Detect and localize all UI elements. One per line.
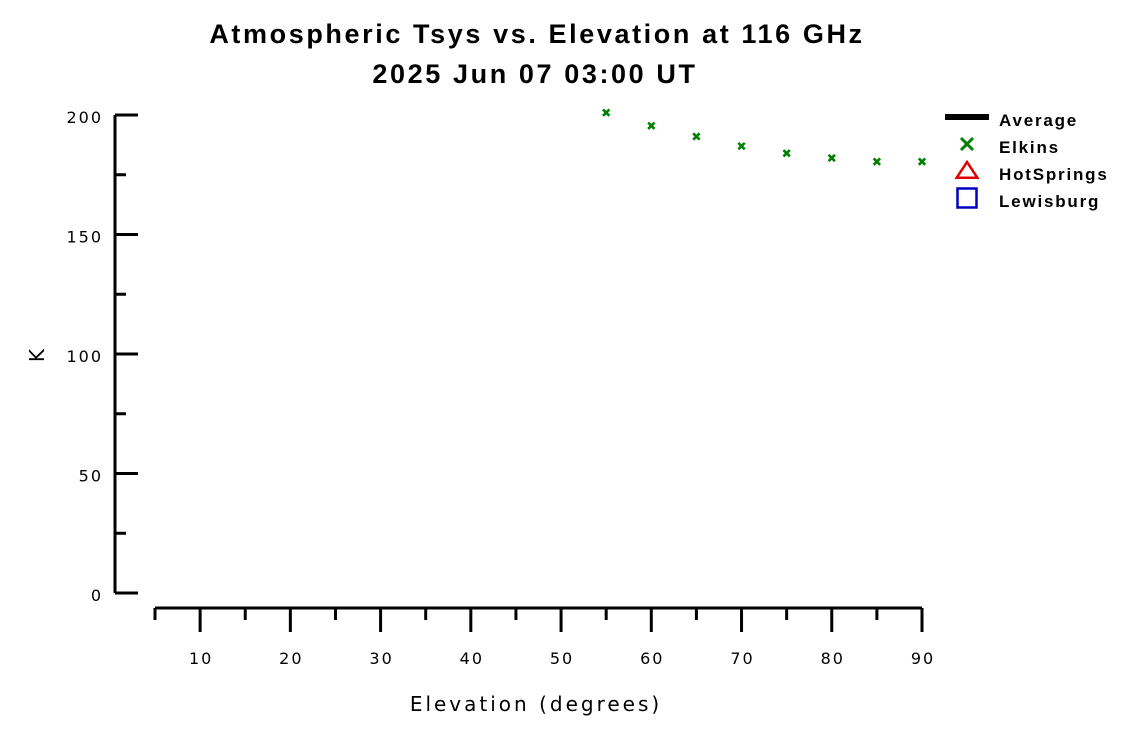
- data-point: [692, 132, 701, 141]
- plot-points: [602, 108, 927, 166]
- legend-label: Lewisburg: [999, 192, 1100, 211]
- x-tick-label: 20: [279, 649, 303, 668]
- x-tick-label: 30: [369, 649, 393, 668]
- data-point: [782, 149, 791, 158]
- chart-subtitle: 2025 Jun 07 03:00 UT: [372, 59, 697, 89]
- x-tick-label: 80: [821, 649, 845, 668]
- data-point: [602, 108, 611, 117]
- y-tick-label: 50: [79, 467, 103, 486]
- x-tick-label: 50: [550, 649, 574, 668]
- legend-label: HotSprings: [999, 165, 1109, 184]
- legend-marker-lewisburg: [956, 187, 978, 209]
- x-axis: 10 20 30 40 50 60 70 80 90: [153, 606, 935, 668]
- y-axis: 0 50 100 150 200: [66, 108, 138, 605]
- x-tick-label: 70: [730, 649, 754, 668]
- legend-label: Average: [999, 111, 1078, 130]
- x-tick-label: 10: [189, 649, 213, 668]
- data-point: [872, 157, 882, 166]
- x-axis-label: Elevation (degrees): [410, 692, 662, 716]
- data-point: [647, 121, 656, 130]
- x-tick-label: 60: [640, 649, 664, 668]
- legend-label: Elkins: [999, 138, 1060, 157]
- data-point: [917, 157, 927, 166]
- y-tick-label: 150: [66, 228, 103, 247]
- y-tick-label: 200: [66, 108, 103, 127]
- legend-marker-hotsprings: [954, 159, 980, 179]
- x-tick-label: 40: [460, 649, 484, 668]
- y-tick-label: 0: [91, 586, 103, 605]
- data-point: [827, 153, 836, 163]
- data-point: [737, 141, 746, 151]
- legend-marker-elkins: [959, 136, 975, 152]
- legend: Average Elkins HotSprings Lewisburg: [945, 111, 1109, 211]
- x-tick-label: 90: [911, 649, 935, 668]
- chart-title: Atmospheric Tsys vs. Elevation at 116 GH…: [209, 19, 864, 49]
- y-axis-label: K: [25, 346, 49, 362]
- y-tick-label: 100: [66, 347, 103, 366]
